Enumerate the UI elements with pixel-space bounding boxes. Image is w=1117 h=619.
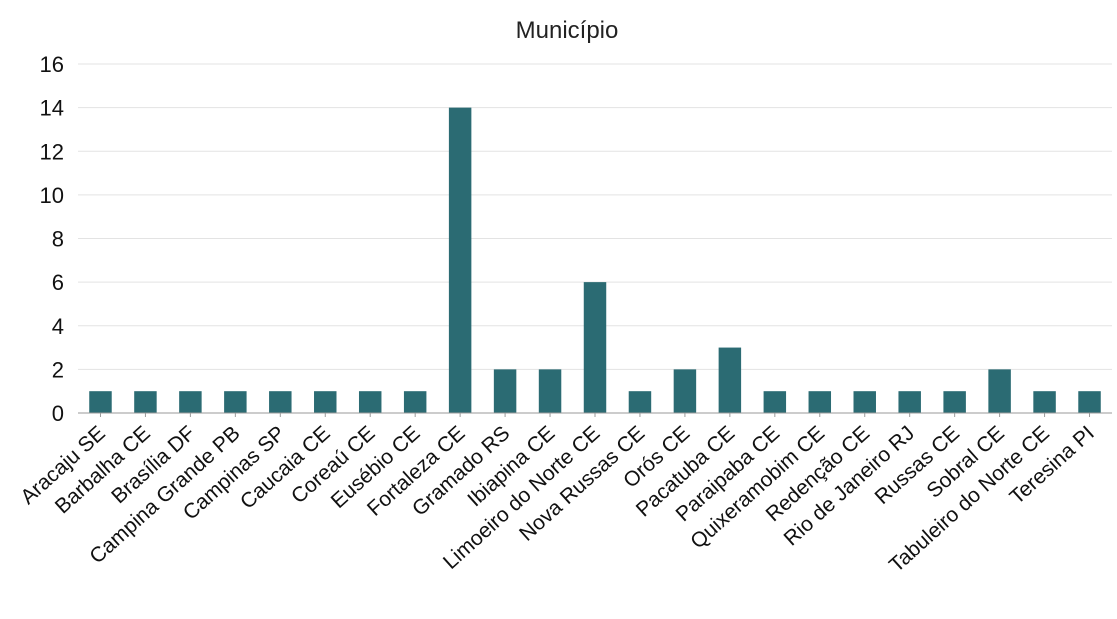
- bar: [538, 369, 562, 413]
- y-tick-label: 8: [52, 227, 64, 252]
- bar: [628, 391, 652, 413]
- bar: [314, 391, 337, 413]
- bar: [1078, 391, 1101, 413]
- y-tick-label: 12: [40, 139, 64, 164]
- y-tick-label: 16: [40, 52, 64, 77]
- bars: [89, 107, 1101, 413]
- y-tick-label: 14: [40, 96, 64, 121]
- y-tick-label: 4: [52, 314, 64, 339]
- bar: [673, 369, 697, 413]
- chart-title: Município: [516, 17, 619, 44]
- bar: [808, 391, 832, 413]
- bar: [763, 391, 787, 413]
- bar: [403, 391, 427, 413]
- bar: [269, 391, 292, 413]
- y-axis-ticks: 0 2 4 6 8 10 12 14 16: [40, 52, 64, 426]
- bar: [358, 391, 382, 413]
- bar: [988, 369, 1011, 413]
- bar: [493, 369, 517, 413]
- bar: [224, 391, 247, 413]
- bar: [853, 391, 876, 413]
- y-tick-label: 10: [40, 183, 64, 208]
- bar: [179, 391, 202, 413]
- y-tick-label: 2: [52, 357, 64, 382]
- bar: [583, 282, 607, 413]
- bar: [134, 391, 157, 413]
- bar: [718, 347, 742, 413]
- bar: [1033, 391, 1056, 413]
- bar: [943, 391, 966, 413]
- y-tick-label: 0: [52, 401, 64, 426]
- y-tick-label: 6: [52, 270, 64, 295]
- bar: [898, 391, 921, 413]
- bar: [89, 391, 112, 413]
- bar: [448, 107, 472, 413]
- gridlines: [78, 63, 1112, 414]
